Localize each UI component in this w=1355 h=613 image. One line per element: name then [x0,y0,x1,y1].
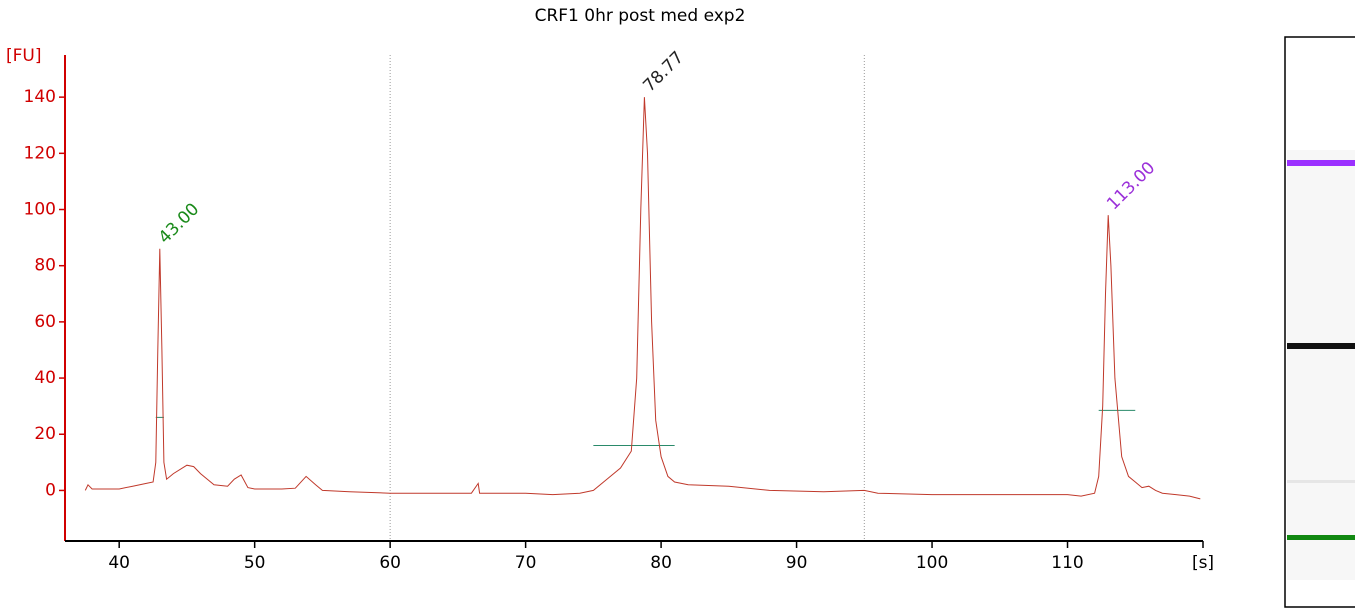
x-tick-label: 90 [786,553,808,573]
gel-band [1287,160,1355,166]
y-tick-label: 100 [24,200,56,220]
gel-band [1287,535,1355,540]
x-tick-label: 60 [379,553,401,573]
y-tick-label: 80 [34,256,56,276]
x-tick-label: 70 [515,553,537,573]
peak-label: 78.77 [639,48,688,97]
y-tick-label: 60 [34,312,56,332]
y-tick-label: 120 [24,143,56,163]
y-tick-label: 40 [34,368,56,388]
trace-line [84,97,1201,500]
y-tick-label: 0 [45,480,56,500]
x-tick-label: 110 [1051,553,1083,573]
gel-lane [1284,36,1355,608]
gel-band [1287,480,1355,483]
y-tick-label: 20 [34,424,56,444]
x-tick-label: 40 [108,553,130,573]
x-tick-label: [s] [1192,553,1214,573]
gel-background [1287,150,1355,580]
x-tick-label: 100 [916,553,948,573]
chart-title: CRF1 0hr post med exp2 [535,6,746,26]
x-tick-label: 50 [244,553,266,573]
y-tick-label: 140 [24,87,56,107]
gel-band [1287,343,1355,349]
peak-label: 43.00 [155,199,204,248]
peak-label: 113.00 [1103,158,1159,214]
x-tick-label: 80 [650,553,672,573]
y-axis-label: [FU] [6,46,42,66]
